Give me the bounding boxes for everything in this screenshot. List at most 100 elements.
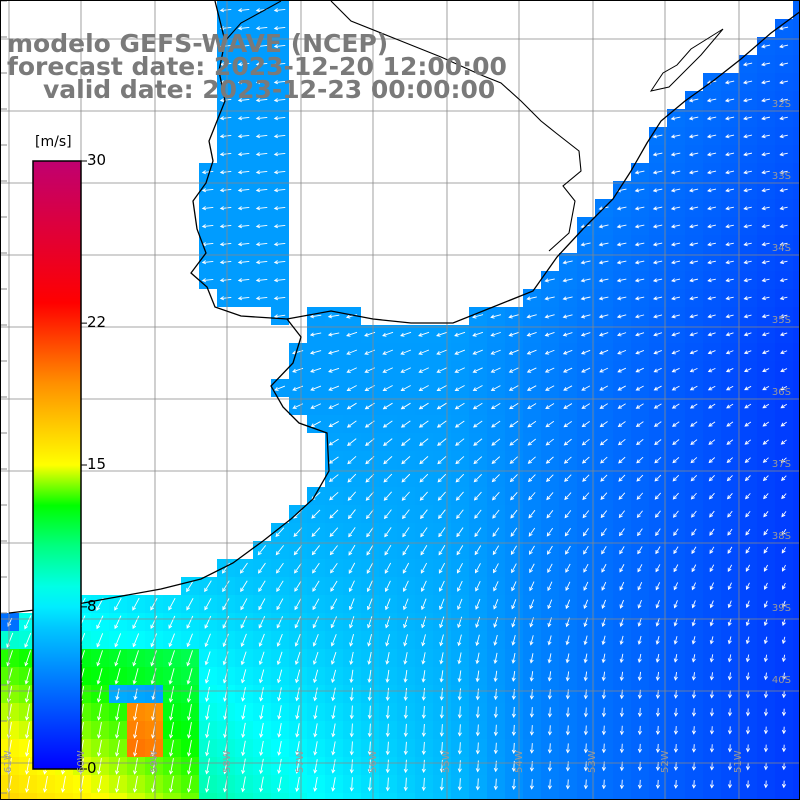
wind-arrow — [547, 725, 552, 736]
wind-arrow — [583, 725, 588, 736]
wind-arrow — [366, 544, 374, 556]
wind-arrow — [781, 511, 787, 518]
wind-arrow — [547, 707, 552, 718]
wind-arrow — [527, 438, 537, 446]
wind-arrow — [219, 134, 232, 139]
wind-arrow — [421, 759, 426, 774]
wind-arrow — [763, 582, 768, 590]
wind-arrow — [655, 564, 661, 573]
wind-arrow — [725, 224, 734, 229]
wind-arrow — [313, 669, 319, 684]
lon-label: 55W — [441, 750, 452, 773]
wind-arrow — [511, 563, 517, 574]
wind-arrow — [743, 152, 753, 157]
wind-arrow — [616, 296, 627, 301]
wind-cell — [793, 1, 799, 19]
wind-arrow — [725, 260, 734, 265]
wind-arrow — [671, 260, 681, 265]
wind-arrow — [328, 403, 340, 409]
wind-arrow — [670, 134, 681, 139]
wind-arrow — [385, 705, 390, 720]
wind-arrow — [205, 758, 210, 775]
wind-arrow — [637, 546, 643, 555]
wind-cell — [703, 793, 721, 799]
wind-arrow — [725, 296, 734, 301]
wind-arrow — [454, 349, 466, 355]
wind-arrow — [742, 80, 753, 85]
wind-arrow — [619, 635, 624, 646]
wind-arrow — [547, 779, 552, 790]
wind-arrow — [689, 350, 698, 355]
wind-arrow — [761, 62, 771, 67]
wind-arrow — [168, 633, 175, 648]
wind-arrow — [150, 633, 158, 648]
wind-arrow — [653, 332, 663, 337]
wind-arrow — [708, 475, 715, 482]
wind-arrow — [511, 778, 516, 791]
wind-arrow — [329, 527, 339, 537]
wind-arrow — [349, 633, 355, 647]
wind-cell — [793, 649, 799, 667]
wind-arrow — [418, 349, 430, 355]
wind-arrow — [618, 474, 626, 482]
wind-arrow — [763, 528, 769, 536]
wind-arrow — [761, 98, 771, 103]
wind-arrow — [673, 726, 679, 735]
wind-arrow — [565, 635, 570, 646]
wind-arrow — [745, 780, 751, 789]
wind-arrow — [295, 741, 300, 756]
wind-arrow — [671, 403, 680, 409]
wind-arrow — [708, 421, 716, 427]
border-uruguay-brazil — [330, 1, 582, 252]
wind-arrow — [276, 616, 284, 629]
wind-arrow — [655, 725, 660, 735]
wind-arrow — [673, 708, 679, 717]
wind-arrow — [187, 722, 192, 739]
wind-arrow — [493, 634, 498, 646]
wind-arrow — [493, 581, 499, 592]
wind-arrow — [508, 331, 519, 337]
wind-arrow — [743, 260, 752, 265]
wind-arrow — [544, 296, 555, 301]
wind-arrow — [617, 332, 627, 337]
wind-arrow — [491, 438, 501, 446]
wind-arrow — [25, 758, 30, 775]
wind-arrow — [114, 668, 121, 685]
wind-arrow — [457, 616, 463, 629]
wind-cell — [649, 793, 667, 799]
wind-arrow — [347, 473, 357, 483]
wind-arrow — [25, 722, 30, 739]
wind-arrow — [403, 652, 408, 665]
wind-arrow — [421, 634, 426, 647]
wind-arrow — [727, 636, 732, 645]
wind-arrow — [475, 563, 481, 574]
wind-arrow — [328, 456, 339, 464]
wind-arrow — [636, 456, 644, 464]
wind-arrow — [421, 598, 427, 611]
wind-cell — [793, 415, 799, 433]
wind-arrow — [438, 509, 446, 520]
wind-arrow — [672, 474, 680, 482]
wind-arrow — [439, 724, 444, 737]
wind-arrow — [237, 116, 250, 121]
wind-arrow — [672, 492, 679, 500]
wind-arrow — [707, 224, 717, 229]
wind-arrow — [689, 332, 698, 337]
wind-arrow — [671, 350, 680, 355]
wind-arrow — [564, 474, 572, 482]
wind-arrow — [545, 385, 555, 391]
wind-arrow — [689, 260, 699, 265]
wind-arrow — [186, 668, 193, 685]
wind-arrow — [237, 98, 250, 103]
wind-arrow — [367, 705, 372, 720]
wind-arrow — [726, 492, 733, 500]
wind-arrow — [726, 457, 733, 464]
lon-label: 57W — [295, 750, 306, 773]
wind-arrow — [601, 635, 606, 646]
wind-arrow — [727, 510, 733, 518]
wind-arrow — [727, 708, 733, 717]
wind-arrow — [580, 332, 591, 337]
wind-arrow — [237, 44, 250, 49]
lon-label: 59W — [149, 750, 160, 773]
wind-arrow — [761, 224, 770, 229]
